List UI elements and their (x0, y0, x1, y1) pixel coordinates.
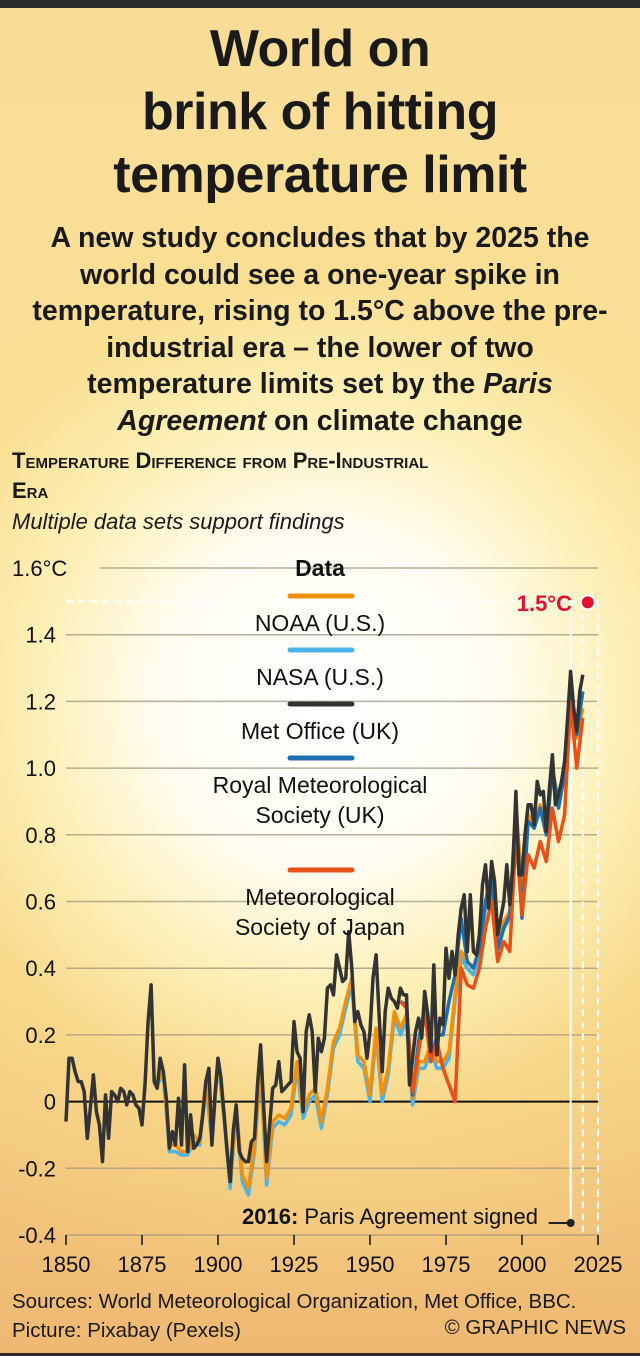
subtitle: A new study concludes that by 2025 the w… (20, 220, 620, 439)
x-tick-label: 1975 (422, 1252, 471, 1277)
event-annotation: 2016: Paris Agreement signed (242, 1204, 538, 1229)
y-tick-label: -0.2 (18, 1156, 56, 1181)
limit-label: 1.5°C (517, 591, 572, 616)
chart-subtitle: Multiple data sets support findings (12, 509, 345, 534)
legend-label: Met Office (UK) (241, 718, 399, 744)
y-tick-label: 0.2 (25, 1023, 56, 1048)
event-year: 2016: (242, 1204, 298, 1229)
y-tick-label: -0.4 (18, 1223, 56, 1248)
x-tick-label: 2000 (498, 1252, 547, 1277)
x-tick-label: 1900 (194, 1252, 243, 1277)
bottom-bar (0, 1353, 640, 1356)
subtitle-emphasis: Paris Agreement (117, 368, 553, 437)
subtitle-text: A new study concludes that by 2025 the w… (32, 222, 608, 400)
x-tick-label: 1925 (270, 1252, 319, 1277)
y-tick-label: 0.4 (25, 956, 56, 981)
y-tick-label: 0.6 (25, 890, 56, 915)
top-bar (0, 0, 640, 8)
y-tick-label: 0 (44, 1090, 56, 1115)
event-dot (566, 1219, 575, 1227)
chart-title: Temperature Difference from Pre-Industri… (12, 448, 429, 503)
legend-label: NOAA (U.S.) (255, 610, 385, 636)
legend-label: Royal Meteorological Society (UK) (213, 772, 428, 828)
x-tick-label: 1875 (118, 1252, 167, 1277)
legend-label: NASA (U.S.) (256, 664, 384, 690)
y-tick-label: 0.8 (25, 823, 56, 848)
series-line-meteorological-society-of-japan (399, 699, 585, 1104)
x-tick-label: 1850 (42, 1252, 91, 1277)
headline-line: brink of hitting (142, 83, 498, 141)
legend-label: Meteorological Society of Japan (235, 884, 405, 940)
y-tick-label: 1.4 (25, 623, 56, 648)
x-tick-label: 2025 (574, 1252, 623, 1277)
limit-dot (579, 594, 596, 611)
series-line-nasa-u-s- (155, 691, 585, 1197)
subtitle-text-end: on climate change (266, 404, 523, 437)
y-tick-label: 1.0 (25, 756, 56, 781)
y-tick-label: 1.2 (25, 689, 56, 714)
headline-line: temperature limit (113, 146, 527, 204)
event-text: Paris Agreement signed (304, 1204, 538, 1229)
x-tick-label: 1950 (346, 1252, 395, 1277)
legend-title: Data (295, 555, 345, 581)
y-tick-label: 1.6°C (12, 556, 67, 581)
headline-line: World on (209, 20, 431, 78)
sources: Sources: World Meteorological Organizati… (12, 1287, 632, 1345)
headline: World on brink of hitting temperature li… (0, 18, 640, 207)
series-line-met-office-uk- (64, 669, 585, 1184)
credit: © GRAPHIC NEWS (444, 1316, 626, 1339)
sources-text: Sources: World Meteorological Organizati… (12, 1290, 577, 1342)
